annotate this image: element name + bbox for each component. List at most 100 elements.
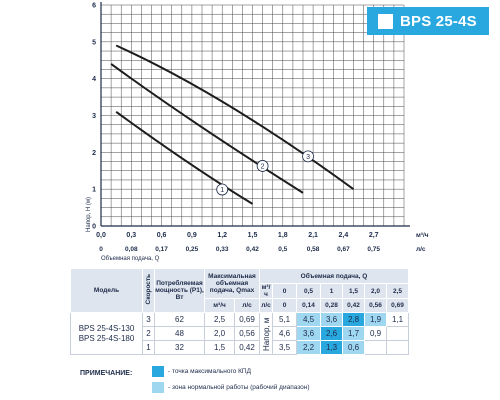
- qmax-ls-value: 0,42: [234, 340, 260, 355]
- x-tick-label: 1,5: [248, 232, 258, 239]
- chart-axes: [100, 2, 410, 227]
- x-tick-label: 2,1: [308, 232, 318, 239]
- table-row: BPS 25-4S-130 BPS 25-4S-180 3 62 2,5 0,6…: [70, 312, 409, 355]
- x2-tick-label: 0,75: [367, 246, 380, 253]
- x-tick-label: 1,2: [217, 232, 227, 239]
- head-value: 2,6: [320, 326, 343, 341]
- y-tick-label: 2: [92, 150, 96, 157]
- q-ls-1: 0,14: [296, 298, 321, 313]
- x2-unit-label: л/с: [416, 246, 426, 253]
- qmax-ls-value: 0,69: [234, 312, 260, 327]
- x2-tick-label: 0,5: [278, 246, 287, 253]
- y-axis-label: Напор, H (м): [86, 197, 92, 232]
- q-ls-4: 0,56: [364, 298, 387, 313]
- spec-table: Модель Скорость Потребляемая мощность (P…: [70, 268, 409, 355]
- q-m3h-5: 2,5: [386, 283, 409, 299]
- x-axis-label: Объемная подача, Q: [101, 256, 160, 262]
- power-value: 48: [154, 326, 205, 341]
- y-tick-label: 1: [92, 187, 96, 194]
- x-tick-label: 0,9: [187, 232, 197, 239]
- model-title: BPS 25-4S: [400, 12, 477, 30]
- head-value: 3,6: [296, 326, 321, 341]
- head-value: [364, 340, 387, 355]
- curve-1: [115, 111, 254, 205]
- x-unit-label: м³/ч: [416, 232, 429, 239]
- y-tick-label: 0: [92, 224, 96, 231]
- head-value: 4,6: [272, 326, 297, 341]
- q-m3h-4: 2,0: [364, 283, 387, 299]
- head-value: 1,7: [342, 326, 365, 341]
- q-ls-5: 0,69: [386, 298, 409, 313]
- y-tick-label: 5: [92, 39, 96, 46]
- q-ls-2: 0,28: [320, 298, 343, 313]
- head-value: 4,5: [296, 312, 321, 327]
- legend-best-swatch: [152, 366, 164, 377]
- x-tick-label: 2,7: [369, 232, 379, 239]
- q-ls-0: 0: [272, 298, 297, 313]
- curves: 1 2 3: [110, 44, 355, 205]
- qmax-m3h-value: 2,5: [204, 312, 235, 327]
- head-label: Напор, м: [259, 312, 273, 355]
- y-tick-label: 4: [92, 76, 96, 83]
- model-name: BPS 25-4S-130: [78, 323, 135, 333]
- head-value: [386, 340, 409, 355]
- x2-tick-label: 0,58: [307, 246, 320, 253]
- q-m3h-2: 1: [320, 283, 343, 299]
- power-value: 62: [154, 312, 205, 327]
- chart-grid: [100, 4, 405, 227]
- curve-label-2: 2: [261, 163, 265, 170]
- q-m3h-3: 1,5: [342, 283, 365, 299]
- y-tick-label: 6: [92, 3, 96, 10]
- header-power: Потребляемая мощность (P1), Вт: [154, 268, 205, 313]
- x-tick-label: 2,4: [339, 232, 349, 239]
- speed-value: 2: [142, 326, 155, 341]
- header-flow: Объемная подача, Q: [259, 268, 409, 284]
- x2-tick-label: 0,17: [155, 246, 168, 253]
- model-names: BPS 25-4S-130 BPS 25-4S-180: [70, 312, 143, 355]
- qmax-ls-value: 0,56: [234, 326, 260, 341]
- table-row: 1 32 1,5 0,42 3,5 2,2 1,3 0,6: [71, 340, 409, 355]
- curve-2: [110, 63, 304, 194]
- head-value: 1,1: [386, 312, 409, 327]
- unit-ls: л/с: [259, 298, 273, 313]
- legend-best-text: - точка максимального КПД: [168, 368, 251, 375]
- x2-tick-label: 0: [99, 246, 103, 253]
- header-model: Модель: [70, 268, 143, 313]
- qmax-unit-m3h: м³/ч: [204, 298, 235, 313]
- x2-tick-label: 0,42: [246, 246, 259, 253]
- x2-tick-label: 0,67: [337, 246, 350, 253]
- curve-label-1: 1: [220, 187, 224, 194]
- header-speed: Скорость: [142, 268, 155, 313]
- q-m3h-1: 0,5: [296, 283, 321, 299]
- speed-value: 3: [142, 312, 155, 327]
- x2-tick-label: 0,08: [125, 246, 138, 253]
- unit-m3h: м³/ч: [259, 283, 273, 299]
- qmax-m3h-value: 1,5: [204, 340, 235, 355]
- head-value: 2,8: [342, 312, 365, 327]
- power-value: 32: [154, 340, 205, 355]
- head-value: 0,9: [364, 326, 387, 341]
- x-tick-label: 0,0: [96, 232, 106, 239]
- head-value: 3,6: [320, 312, 343, 327]
- q-m3h-0: 0: [272, 283, 297, 299]
- x-tick-label: 1,8: [278, 232, 288, 239]
- x2-tick-label: 0,33: [216, 246, 229, 253]
- legend-zone-text: - зона нормальной работы (рабочий диапаз…: [168, 384, 310, 391]
- y-tick-label: 3: [92, 113, 96, 120]
- head-value: [386, 326, 409, 341]
- x-tick-label: 0,3: [126, 232, 136, 239]
- x-tick-label: 0,6: [157, 232, 167, 239]
- head-value: 0,6: [342, 340, 365, 355]
- curve-label-3: 3: [306, 154, 310, 161]
- head-value: 1,9: [364, 312, 387, 327]
- speed-value: 1: [142, 340, 155, 355]
- x2-tick-label: 0,25: [186, 246, 199, 253]
- curve-marker-2: [256, 160, 269, 172]
- tick-labels: 0 1 2 3 4 5 6 0,0 0,3 0,6 0,9 1,2 1,5 1,8 2,1 2,4 2,7 0 0,…: [92, 3, 380, 254]
- q-ls-3: 0,42: [342, 298, 365, 313]
- legend-zone-swatch: [152, 382, 164, 393]
- curve-marker-1: [216, 183, 229, 196]
- title-square-icon: [378, 13, 393, 29]
- curve-3: [115, 44, 355, 190]
- model-name: BPS 25-4S-180: [78, 333, 135, 343]
